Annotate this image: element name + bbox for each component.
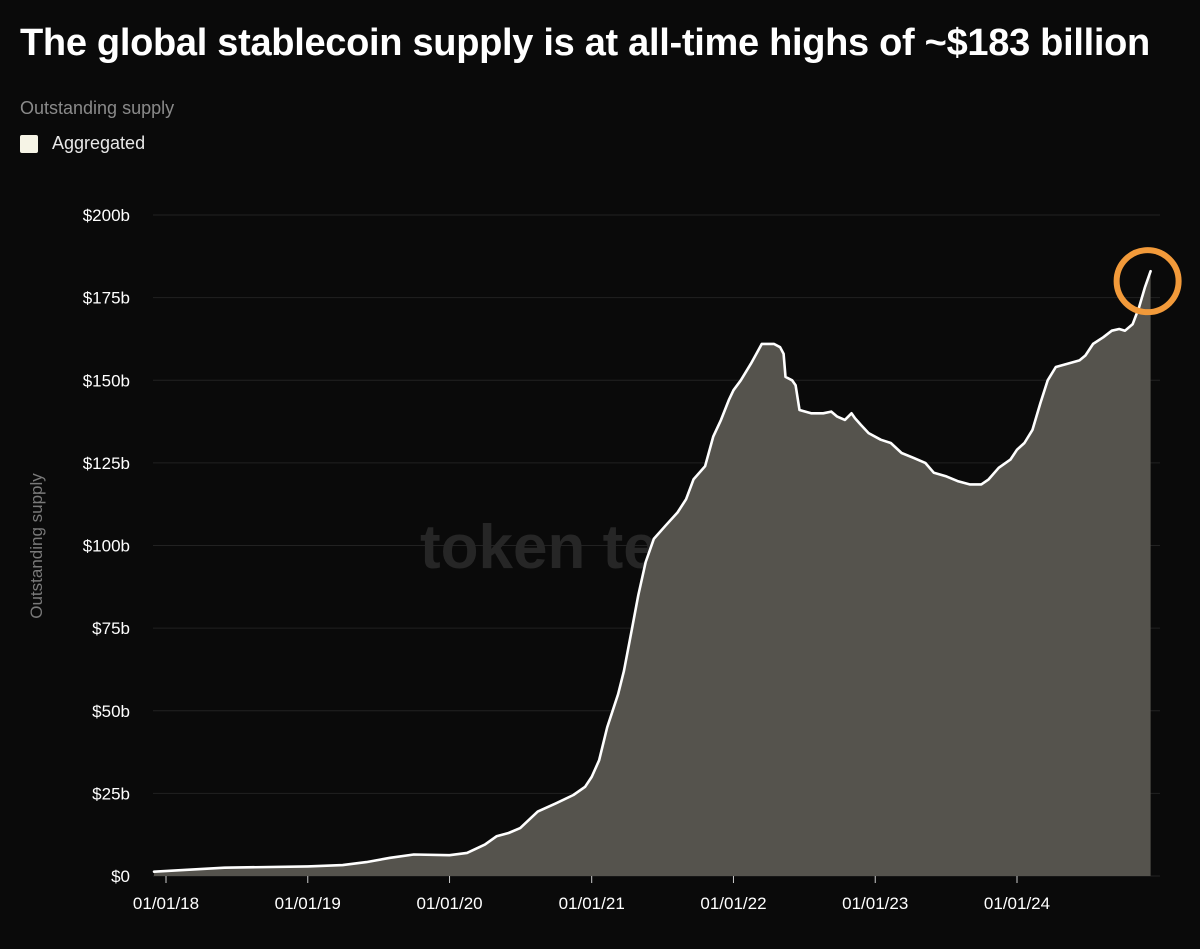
y-axis-title: Outstanding supply [27, 473, 46, 619]
highlight-circle [1113, 247, 1182, 316]
x-tick-label: 01/01/22 [700, 894, 766, 913]
y-tick-label: $200b [83, 206, 130, 225]
y-tick-label: $50b [92, 702, 130, 721]
legend-swatch-aggregated[interactable] [20, 134, 38, 153]
x-tick-label: 01/01/24 [984, 894, 1050, 913]
legend-label-aggregated: Aggregated [52, 133, 146, 153]
x-axis-ticks: 01/01/18 01/01/19 01/01/20 01/01/21 01/01/22… [133, 876, 1050, 913]
y-tick-label: $25b [92, 784, 130, 803]
x-tick-label: 01/01/20 [416, 894, 482, 913]
y-tick-label: $175b [83, 289, 130, 308]
y-tick-label: $100b [83, 537, 130, 556]
series-line-aggregated[interactable] [152, 269, 1152, 873]
x-tick-label: 01/01/23 [842, 894, 908, 913]
y-axis-ticks: $0 $25b $50b $75b $100b $125b $150b $175b $200b [83, 206, 130, 886]
x-tick-label: 01/01/21 [559, 894, 625, 913]
y-tick-label: $125b [83, 454, 130, 473]
chart-subtitle: Outstanding supply [20, 98, 175, 118]
legend: Aggregated [20, 133, 145, 154]
y-tick-label: $150b [83, 371, 130, 390]
x-tick-label: 01/01/19 [275, 894, 341, 913]
series-area-aggregated [154, 271, 1151, 876]
chart-title: The global stablecoin supply is at all-t… [20, 22, 1150, 64]
x-tick-label: 01/01/18 [133, 894, 199, 913]
y-tick-label: $0 [111, 867, 130, 886]
y-tick-label: $75b [92, 619, 130, 638]
